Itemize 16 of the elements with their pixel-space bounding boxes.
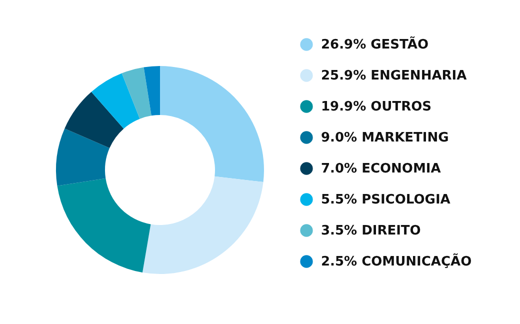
legend-label: 9.0% MARKETING xyxy=(321,130,449,146)
donut-slice xyxy=(160,66,264,182)
legend-label: 5.5% PSICOLOGIA xyxy=(321,192,450,208)
donut-slice xyxy=(122,67,152,119)
legend-label: 3.5% DIREITO xyxy=(321,224,421,238)
legend-label: 25.9% ENGENHARIA xyxy=(321,68,467,84)
donut-slice xyxy=(142,176,264,274)
donut-slice xyxy=(91,73,140,129)
legend-label: 7.0% ECONOMIA xyxy=(321,162,441,176)
donut-slice xyxy=(56,128,110,186)
legend-label: 2.5% COMUNICAÇÃO xyxy=(321,252,472,270)
legend-label: 19.9% OUTROS xyxy=(321,100,432,114)
legend-label: 26.9% GESTÃO xyxy=(321,36,429,52)
donut-slice xyxy=(144,66,160,116)
donut-slice xyxy=(57,178,151,273)
donut-slice xyxy=(64,92,124,148)
